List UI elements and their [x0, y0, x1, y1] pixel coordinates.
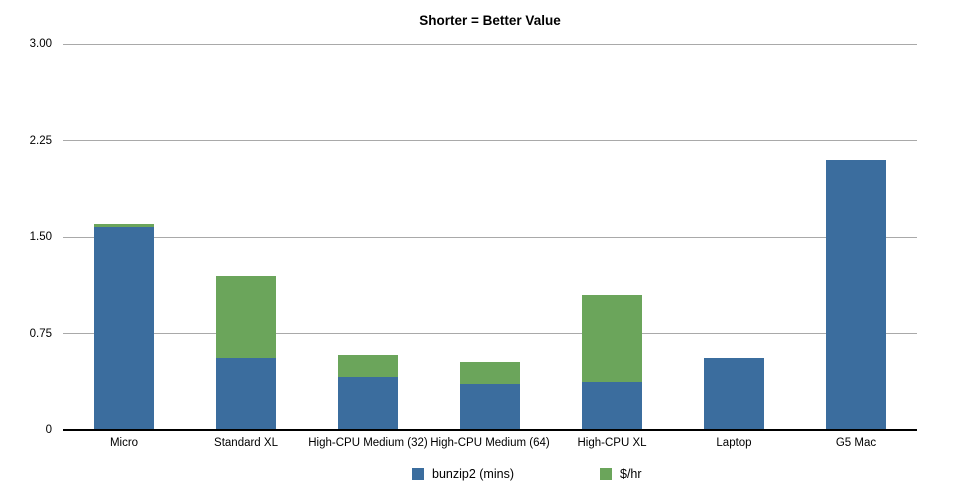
- legend-swatch: [412, 467, 424, 480]
- legend-swatch: [600, 467, 612, 480]
- y-tick-label: 0.75: [29, 327, 52, 340]
- bar-segment-bunzip2-mins: [704, 357, 764, 430]
- gridline: [63, 140, 917, 141]
- bar-segment-bunzip2-mins: [826, 159, 886, 430]
- y-tick-label: 2.25: [29, 134, 52, 147]
- category-label: Micro: [109, 437, 139, 449]
- bar-segment-bunzip2-mins: [582, 382, 642, 430]
- gridline: [63, 43, 917, 45]
- y-tick-label: 1.50: [29, 231, 52, 243]
- legend-label: $/hr: [620, 466, 642, 481]
- bar-segment-hr: [94, 224, 154, 227]
- category-label: High-CPU Medium (64): [430, 437, 550, 449]
- category-label: G5 Mac: [835, 437, 877, 449]
- bar-segment-bunzip2-mins: [460, 383, 520, 430]
- category-label: High-CPU Medium (32): [308, 437, 428, 449]
- category-label: High-CPU XL: [577, 437, 647, 449]
- bar-segment-bunzip2-mins: [94, 226, 154, 430]
- gridline: [63, 236, 917, 238]
- chart-title: Shorter = Better Value: [419, 13, 561, 28]
- bar-segment-hr: [582, 294, 642, 383]
- legend-label: bunzip2 (mins): [432, 466, 514, 481]
- y-tick-label: 3.00: [29, 38, 52, 50]
- gridline: [63, 333, 917, 334]
- x-axis-line: [63, 429, 917, 431]
- bar-segment-hr: [338, 355, 398, 378]
- legend-item: $/hr: [600, 466, 642, 481]
- bar-segment-bunzip2-mins: [338, 377, 398, 430]
- bar-segment-bunzip2-mins: [216, 357, 276, 430]
- bar-segment-hr: [460, 361, 520, 384]
- category-label: Standard XL: [214, 437, 278, 449]
- category-label: Laptop: [716, 437, 752, 449]
- bar-segment-hr: [216, 275, 276, 358]
- y-tick-label: 0: [45, 424, 52, 436]
- legend-item: bunzip2 (mins): [412, 466, 514, 481]
